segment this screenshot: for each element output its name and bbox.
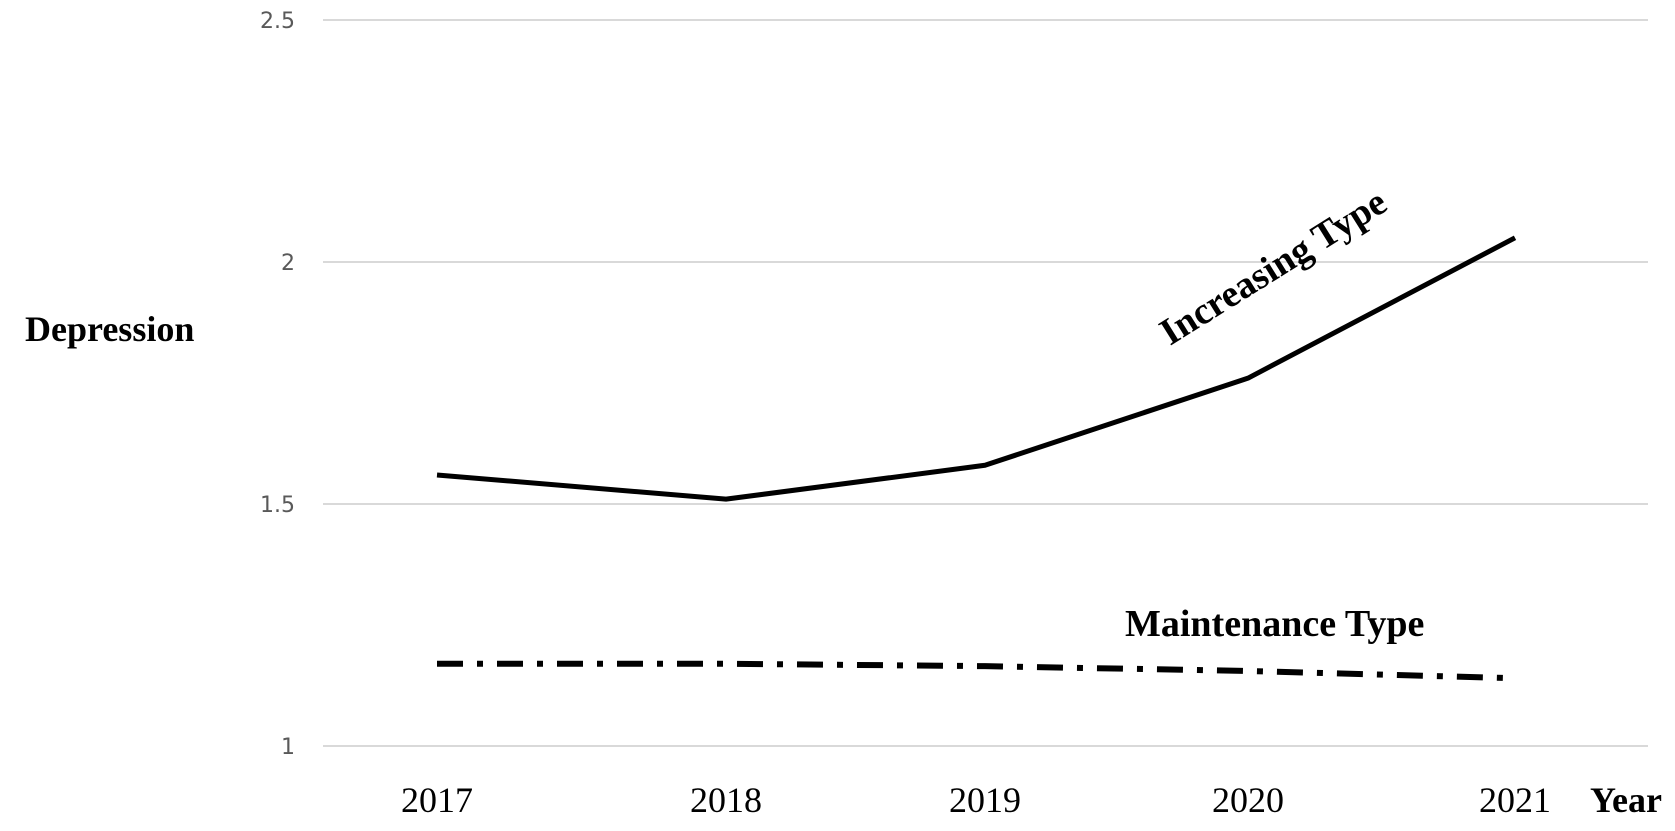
- series-label-maintenance: Maintenance Type: [1125, 603, 1424, 645]
- x-axis-title: Year: [1590, 780, 1662, 820]
- y-tick-label: 1: [281, 735, 295, 760]
- series-line-0: [436, 235, 1517, 502]
- x-tick-label: 2021: [1479, 780, 1551, 820]
- y-axis-title: Depression: [25, 309, 194, 349]
- series-line-1: [437, 660, 1516, 682]
- x-tick-label: 2017: [401, 780, 473, 820]
- y-tick-label: 2.5: [260, 9, 295, 34]
- gridlines: [323, 19, 1648, 747]
- x-tick-label: 2019: [949, 780, 1021, 820]
- series-label-increasing: Increasing Type: [1153, 181, 1395, 354]
- series-lines: [436, 235, 1517, 682]
- y-axis-ticks: 1 1.5 2 2.5: [260, 9, 295, 760]
- x-tick-label: 2018: [690, 780, 762, 820]
- x-tick-label: 2020: [1212, 780, 1284, 820]
- x-axis-ticks: 2017 2018 2019 2020 2021: [401, 780, 1551, 820]
- y-tick-label: 2: [281, 251, 295, 276]
- y-tick-label: 1.5: [260, 493, 295, 518]
